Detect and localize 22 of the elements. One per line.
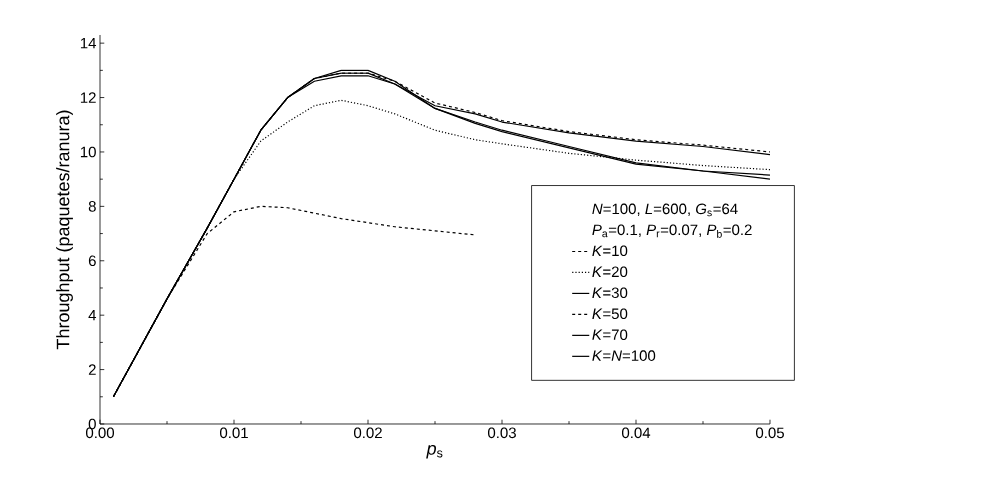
y-tick-label: 4 — [88, 310, 97, 321]
x-tick-label: 0.03 — [487, 427, 516, 439]
legend-label: K=70 — [592, 329, 628, 340]
y-tick-label: 2 — [88, 364, 96, 375]
y-tick-label: 12 — [80, 92, 96, 103]
text: P$_{a}$=0.1, P$_{r}$=0.07, P$_{b}$=0.2 — [592, 224, 752, 238]
legend-label: K=20 — [592, 266, 628, 278]
y-tick-label: 8 — [88, 201, 96, 212]
x-axis-title: p$_{s}$ — [426, 445, 443, 459]
y-tick-label: 6 — [88, 255, 96, 267]
legend-label: K=10 — [592, 245, 628, 257]
x-tick-label: 0.01 — [219, 427, 248, 439]
legend-label: K=50 — [592, 308, 628, 320]
legend-label: K=30 — [592, 287, 628, 299]
x-tick-label: 0.05 — [755, 427, 784, 439]
y-tick-label: 10 — [80, 146, 96, 158]
y-tick-label: 14 — [80, 37, 97, 49]
legend-label: K=N=100 — [592, 350, 656, 361]
x-tick-label: 0.04 — [621, 427, 651, 439]
x-tick-label: 0.02 — [353, 427, 382, 439]
annotation: N=100, L=600, G$_{s}$=64 — [592, 203, 738, 217]
y-axis-title: Throughput (paquetes/ranura) — [56, 110, 73, 350]
